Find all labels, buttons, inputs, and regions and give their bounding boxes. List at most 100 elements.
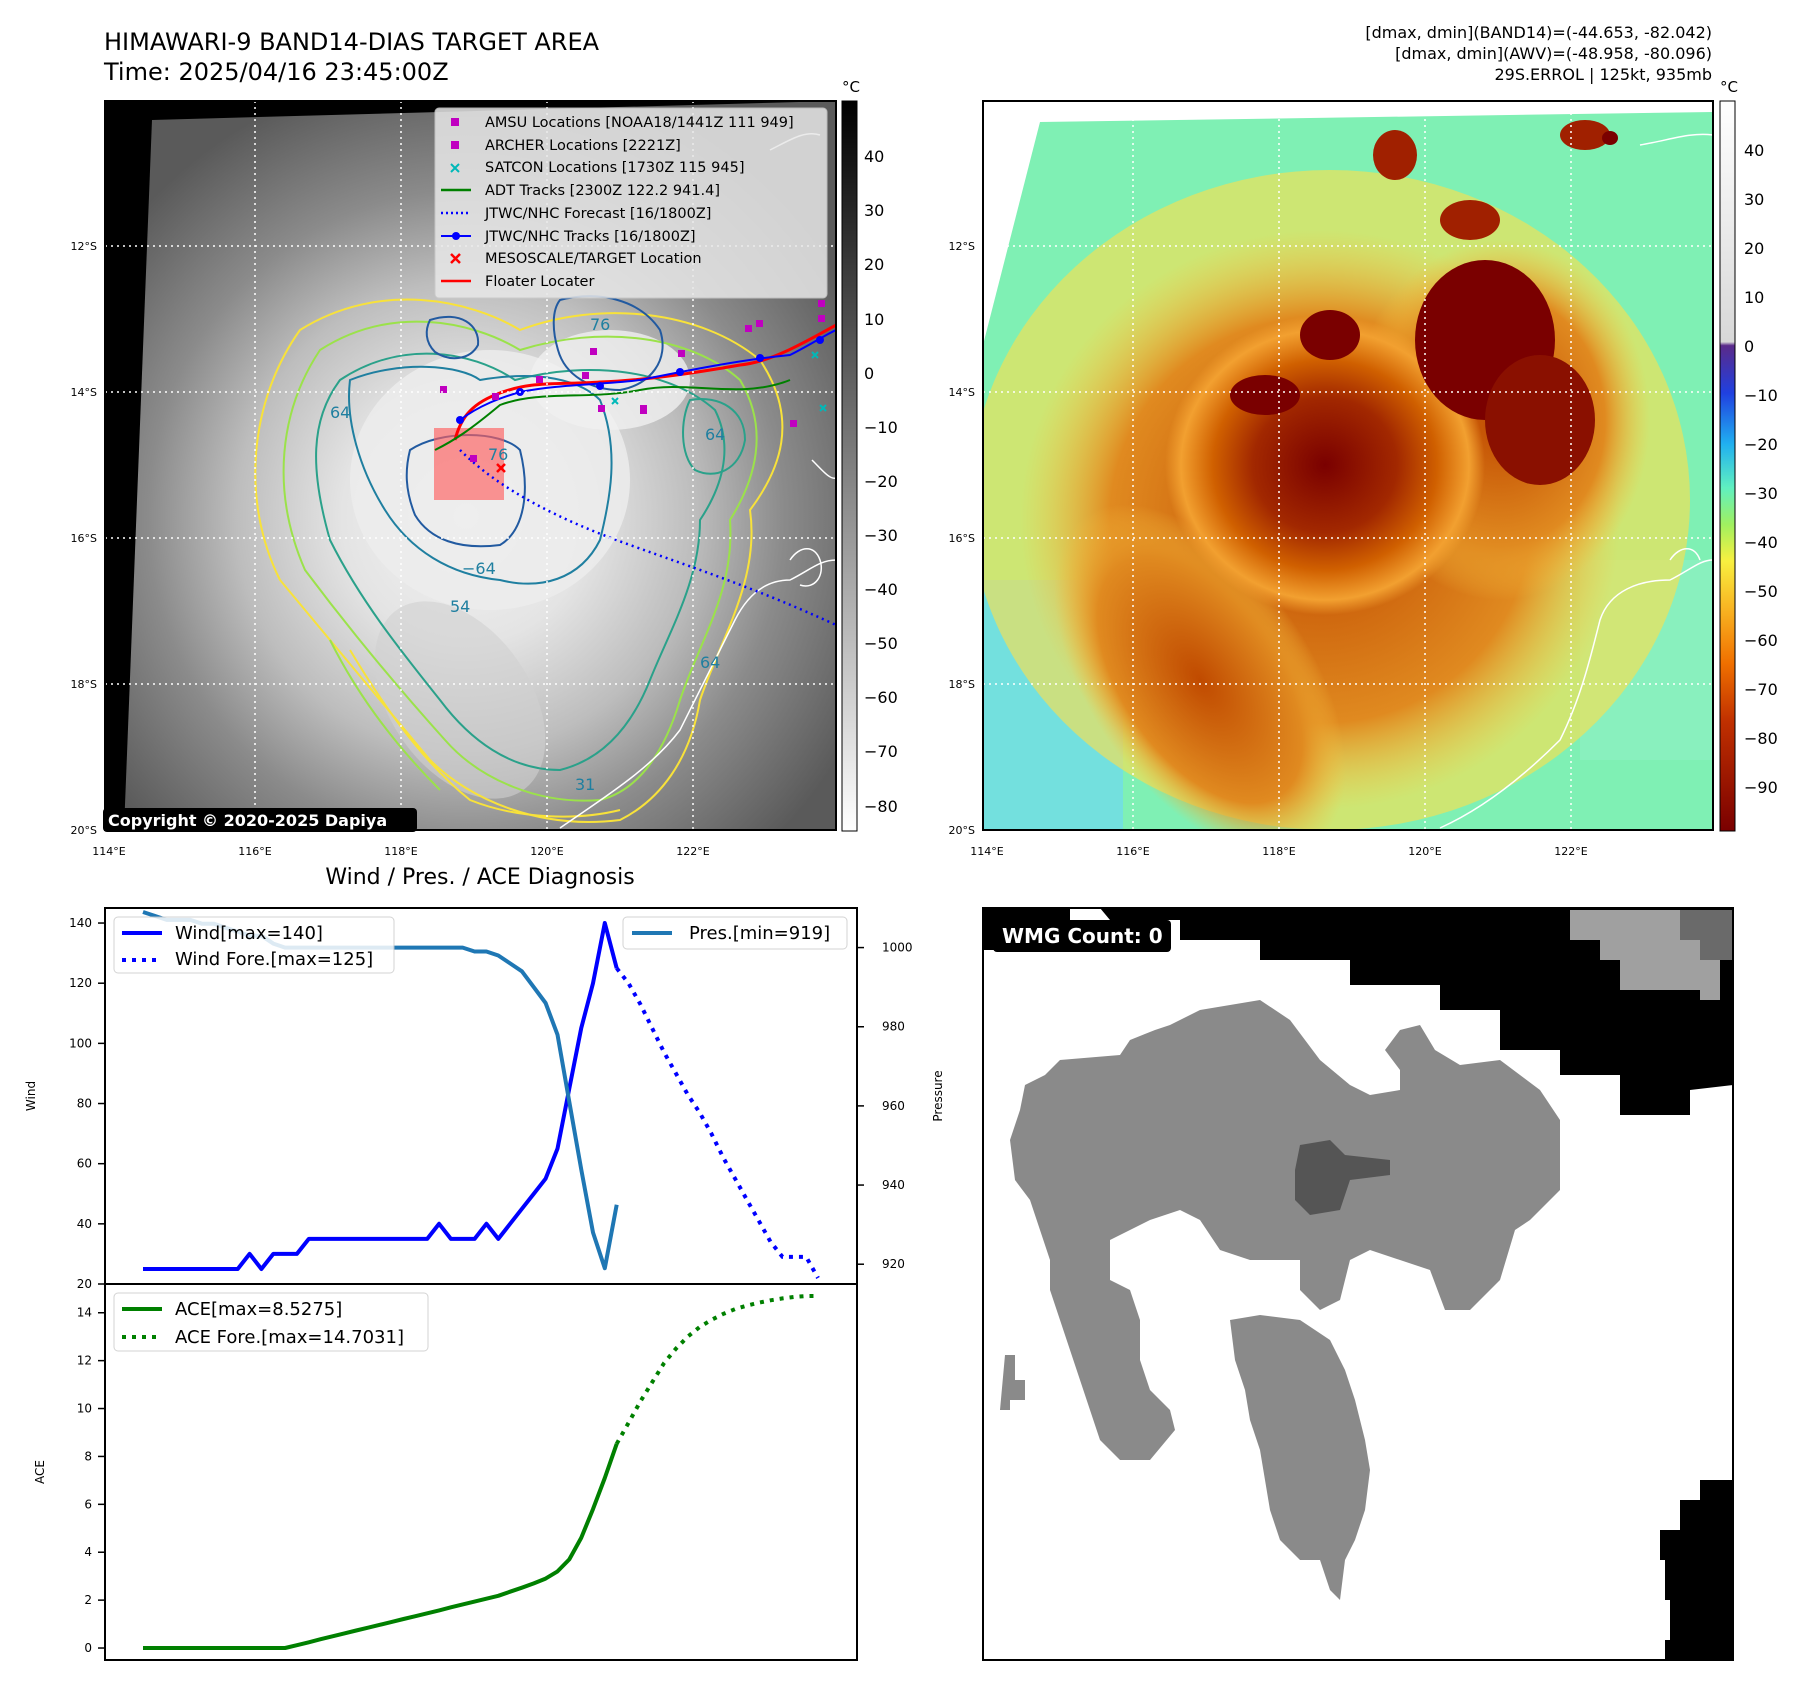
- legend-wind: Wind[max=140]: [175, 923, 323, 944]
- legend-adt: ADT Tracks [2300Z 122.2 941.4]: [485, 183, 720, 199]
- colorbar-tick: −40: [864, 580, 898, 599]
- contour-labels: 64 76 64 −64 54 76 64 31: [330, 315, 725, 794]
- colorbar-tick: 0: [864, 364, 874, 383]
- colorbar-tick: −50: [864, 634, 898, 653]
- pressure-tick-label: 920: [882, 1257, 905, 1271]
- contour-label: 76: [590, 315, 610, 334]
- lat-label: 16°S: [949, 532, 975, 545]
- legend-jtwc-tracks: JTWC/NHC Tracks [16/1800Z]: [484, 229, 696, 245]
- adt-track: [434, 379, 791, 451]
- wmg-region-gray: [1010, 1000, 1560, 1460]
- pressure-tick-label: 960: [882, 1099, 905, 1113]
- contour-label: 64: [705, 425, 725, 444]
- colorbar-tick: 30: [864, 201, 884, 220]
- lon-label: 120°E: [530, 845, 563, 858]
- colorbar-tick: 30: [1744, 190, 1764, 209]
- legend-amsu: AMSU Locations [NOAA18/1441Z 111 949]: [485, 115, 794, 131]
- legend-archer: ARCHER Locations [2221Z]: [485, 138, 681, 154]
- colorbar-tick: −80: [864, 797, 898, 816]
- lat-label: 20°S: [949, 824, 975, 837]
- wmg-panel: WMG Count: 0: [982, 907, 1734, 1661]
- wmg-region-black: [1100, 908, 1733, 1115]
- legend-mesoscale: MESOSCALE/TARGET Location: [485, 251, 702, 267]
- colorbar-tick: −60: [1744, 631, 1778, 650]
- ace-tick-label: 10: [77, 1402, 92, 1416]
- lat-label: 12°S: [71, 240, 97, 253]
- mesoscale-target-box: [434, 428, 504, 500]
- ace-tick-label: 4: [84, 1545, 92, 1559]
- jtwc-best-track: [456, 329, 836, 424]
- colorbar-tick: −10: [1744, 386, 1778, 405]
- colorbar-tick: −20: [1744, 435, 1778, 454]
- band14-colorbar: °C 40 30 20 10 0 −10 −20 −30 −40 −50 −60…: [841, 78, 898, 832]
- contour-label: −64: [462, 559, 496, 578]
- colorbar-tick: −30: [864, 526, 898, 545]
- wmg-region-gray: [1230, 1315, 1370, 1600]
- lon-label: 122°E: [676, 845, 709, 858]
- map2-lat-labels: 12°S 14°S 16°S 18°S 20°S: [949, 240, 975, 837]
- wind-pressure-chart: Wind / Pres. / ACE Diagnosis 20 40 60 80 100…: [24, 865, 945, 1291]
- colorbar-tick: −80: [1744, 729, 1778, 748]
- awv-map-panel: 12°S 14°S 16°S 18°S 20°S 114°E 116°E 118…: [949, 100, 1714, 858]
- band14-map-panel: 64 76 64 −64 54 76 64 31: [71, 100, 837, 858]
- colorbar-tick: −30: [1744, 484, 1778, 503]
- legend-jtwc-forecast: JTWC/NHC Forecast [16/1800Z]: [484, 206, 711, 222]
- colorbar-tick: −60: [864, 688, 898, 707]
- colorbar-unit: °C: [842, 78, 860, 96]
- colorbar-tick: 10: [1744, 288, 1764, 307]
- colorbar-tick: 10: [864, 310, 884, 329]
- jtwc-forecast-track: [459, 449, 836, 627]
- colorbar-tick: −70: [1744, 680, 1778, 699]
- lon-label: 122°E: [1554, 845, 1587, 858]
- colorbar-tick: 0: [1744, 337, 1754, 356]
- colorbar-tick: −40: [1744, 533, 1778, 552]
- map-legend: AMSU Locations [NOAA18/1441Z 111 949] AR…: [434, 107, 828, 299]
- ace-tick-label: 14: [77, 1306, 92, 1320]
- wmg-count-badge: [993, 920, 1171, 952]
- legend-satcon: SATCON Locations [1730Z 115 945]: [485, 160, 744, 176]
- legend-floater: Floater Locater: [485, 274, 594, 290]
- ace-series-line: [143, 1443, 619, 1650]
- pressure-tick-label: 940: [882, 1178, 905, 1192]
- lat-label: 20°S: [71, 824, 97, 837]
- lat-label: 18°S: [949, 678, 975, 691]
- legend-pressure: Pres.[min=919]: [689, 923, 830, 944]
- wmg-region-black: [1660, 1480, 1733, 1660]
- pressure-tick-label: 1000: [882, 941, 913, 955]
- colorbar-tick: −90: [1744, 778, 1778, 797]
- coastline-color: [1439, 133, 1713, 829]
- pressure-legend: Pres.[min=919]: [622, 916, 848, 950]
- ace-tick-label: 12: [77, 1354, 92, 1368]
- wind-axis-label: Wind: [24, 1081, 38, 1111]
- wind-tick-label: 80: [77, 1097, 92, 1111]
- lat-label: 14°S: [71, 386, 97, 399]
- mesoscale-marker: [496, 463, 506, 473]
- pressure-axis-ticks: 920 940 960 980 1000: [857, 941, 913, 1271]
- stats-awv: [dmax, dmin](AWV)=(-48.958, -80.096): [1395, 44, 1712, 63]
- map1-lon-labels: 114°E 116°E 118°E 120°E 122°E: [92, 845, 709, 858]
- ace-legend: ACE[max=8.5275] ACE Fore.[max=14.7031]: [113, 1292, 429, 1352]
- lon-label: 118°E: [1262, 845, 1295, 858]
- wmg-region-eye: [1295, 1140, 1390, 1215]
- lat-label: 14°S: [949, 386, 975, 399]
- amsu-archer-markers: [440, 300, 825, 462]
- contour-label: 64: [330, 403, 350, 422]
- colorbar-tick: 40: [1744, 141, 1764, 160]
- colorbar-tick: −70: [864, 742, 898, 761]
- colorbar-tick: 40: [864, 147, 884, 166]
- contour-label: 31: [575, 775, 595, 794]
- colorbar-tick: −20: [864, 472, 898, 491]
- stats-band14: [dmax, dmin](BAND14)=(-44.653, -82.042): [1365, 23, 1712, 42]
- ace-tick-label: 0: [84, 1641, 92, 1655]
- map1-lat-labels: 12°S 14°S 16°S 18°S 20°S: [71, 240, 97, 837]
- figure-time: Time: 2025/04/16 23:45:00Z: [103, 58, 449, 86]
- ace-axis-ticks: 0 2 4 6 8 10 12 14: [77, 1306, 105, 1655]
- lat-label: 12°S: [949, 240, 975, 253]
- contour-label: 76: [488, 445, 508, 464]
- wind-tick-label: 140: [69, 916, 92, 930]
- ace-tick-label: 6: [84, 1497, 92, 1511]
- cloud-top-contours: [254, 295, 784, 823]
- colorbar-tick: −10: [864, 418, 898, 437]
- contour-label: 64: [700, 653, 720, 672]
